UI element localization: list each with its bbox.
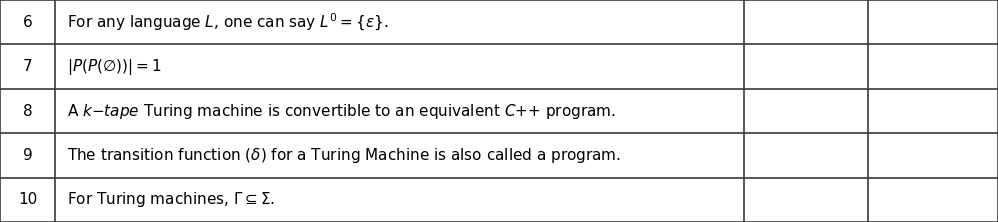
Text: For any language $L$, one can say $L^0 = \{\varepsilon\}$.: For any language $L$, one can say $L^0 =… [67,12,388,33]
Text: A $k\it{-tape}$ Turing machine is convertible to an equivalent $C$++ program.: A $k\it{-tape}$ Turing machine is conver… [67,101,616,121]
Text: For Turing machines, $\Gamma\subseteq\Sigma$.: For Turing machines, $\Gamma\subseteq\Si… [67,190,275,209]
Text: 8: 8 [23,103,32,119]
Text: 10: 10 [18,192,37,207]
Text: 6: 6 [23,15,32,30]
Text: 9: 9 [23,148,32,163]
Text: 7: 7 [23,59,32,74]
Text: $|P(P(\emptyset))| = 1$: $|P(P(\emptyset))| = 1$ [67,57,162,77]
Text: The transition function ($\delta$) for a Turing Machine is also called a program: The transition function ($\delta$) for a… [67,146,621,165]
